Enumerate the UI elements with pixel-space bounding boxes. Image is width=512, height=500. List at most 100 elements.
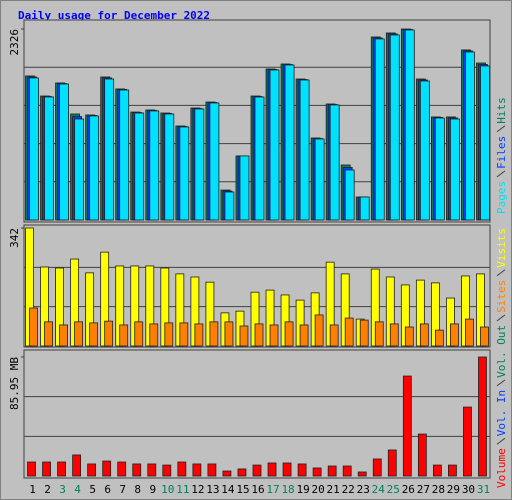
bar bbox=[224, 191, 235, 221]
x-tick-label: 9 bbox=[149, 483, 156, 496]
bar bbox=[237, 468, 247, 477]
x-tick-label: 19 bbox=[296, 483, 309, 496]
bar bbox=[222, 470, 232, 477]
bar bbox=[419, 323, 429, 347]
x-tick-label: 11 bbox=[176, 483, 189, 496]
bar bbox=[74, 321, 84, 347]
x-tick-label: 5 bbox=[89, 483, 96, 496]
bar bbox=[119, 89, 130, 221]
bar bbox=[359, 319, 369, 347]
legend-label: Sites bbox=[495, 280, 508, 313]
bar bbox=[357, 471, 367, 477]
x-tick-label: 27 bbox=[417, 483, 430, 496]
bar bbox=[104, 320, 114, 347]
legend-label: Files bbox=[495, 136, 508, 169]
bar bbox=[269, 324, 279, 347]
chart-title: Daily usage for December 2022 bbox=[18, 9, 210, 22]
legend-separator bbox=[496, 170, 506, 178]
bar bbox=[209, 102, 220, 221]
bar bbox=[74, 118, 85, 221]
bar bbox=[239, 325, 249, 347]
bar bbox=[224, 321, 234, 347]
bar bbox=[465, 51, 475, 221]
bar bbox=[162, 464, 172, 477]
bar bbox=[87, 463, 97, 477]
x-tick-label: 29 bbox=[447, 483, 460, 496]
legend-label: Vol. In bbox=[495, 390, 508, 436]
x-tick-label: 15 bbox=[236, 483, 249, 496]
bar bbox=[194, 108, 205, 221]
bar bbox=[284, 321, 294, 347]
bar bbox=[267, 462, 277, 477]
bar bbox=[254, 323, 264, 347]
bar bbox=[299, 324, 309, 347]
x-tick-label: 7 bbox=[119, 483, 126, 496]
bar bbox=[164, 113, 175, 221]
bar bbox=[282, 462, 292, 477]
x-tick-label: 4 bbox=[74, 483, 81, 496]
legend-separator bbox=[496, 314, 506, 322]
bar bbox=[179, 126, 190, 221]
x-tick-label: 6 bbox=[104, 483, 111, 496]
bar bbox=[434, 329, 444, 347]
x-tick-label: 18 bbox=[281, 483, 294, 496]
legend-separator bbox=[496, 379, 506, 387]
bar bbox=[254, 96, 265, 221]
bar bbox=[27, 461, 36, 477]
y-tick-label: 85.95 MB bbox=[8, 357, 21, 410]
bar bbox=[59, 83, 69, 221]
bar bbox=[57, 461, 66, 477]
bar bbox=[374, 321, 384, 347]
bar bbox=[297, 463, 307, 477]
bar bbox=[104, 78, 115, 221]
x-tick-label: 2 bbox=[44, 483, 51, 496]
x-tick-label: 20 bbox=[312, 483, 325, 496]
bar bbox=[207, 463, 217, 477]
x-tick-label: 17 bbox=[266, 483, 279, 496]
bar bbox=[134, 321, 144, 347]
x-tick-label: 28 bbox=[432, 483, 445, 496]
x-tick-label: 21 bbox=[327, 483, 340, 496]
bar bbox=[299, 79, 310, 221]
bar bbox=[59, 324, 68, 347]
bar bbox=[252, 464, 262, 477]
bar bbox=[44, 321, 53, 347]
bar bbox=[42, 461, 51, 477]
bar bbox=[344, 317, 354, 347]
bar bbox=[404, 326, 414, 347]
x-tick-label: 8 bbox=[134, 483, 141, 496]
bar bbox=[164, 322, 174, 347]
x-tick-label: 14 bbox=[221, 483, 235, 496]
bar bbox=[465, 318, 474, 347]
bar bbox=[434, 117, 445, 221]
bar bbox=[177, 461, 187, 477]
bar bbox=[327, 465, 337, 477]
bar bbox=[29, 77, 39, 221]
bar bbox=[417, 433, 427, 477]
x-tick-label: 3 bbox=[59, 483, 66, 496]
x-tick-label: 10 bbox=[161, 483, 174, 496]
bar bbox=[329, 104, 340, 221]
x-tick-label: 25 bbox=[387, 483, 400, 496]
bar bbox=[402, 375, 412, 477]
bar bbox=[209, 321, 219, 347]
bar bbox=[192, 463, 202, 477]
x-tick-label: 13 bbox=[206, 483, 219, 496]
x-tick-label: 16 bbox=[251, 483, 264, 496]
x-tick-label: 24 bbox=[372, 483, 386, 496]
x-tick-label: 12 bbox=[191, 483, 204, 496]
x-tick-label: 26 bbox=[402, 483, 415, 496]
bar bbox=[387, 449, 397, 477]
bar bbox=[463, 406, 472, 477]
bar bbox=[29, 307, 38, 347]
bar bbox=[450, 323, 459, 347]
bar bbox=[450, 118, 460, 221]
bar bbox=[419, 80, 430, 221]
bar bbox=[374, 38, 385, 221]
bar bbox=[89, 322, 99, 347]
plot-area bbox=[23, 349, 491, 479]
bar bbox=[342, 465, 352, 477]
bar bbox=[480, 326, 489, 347]
